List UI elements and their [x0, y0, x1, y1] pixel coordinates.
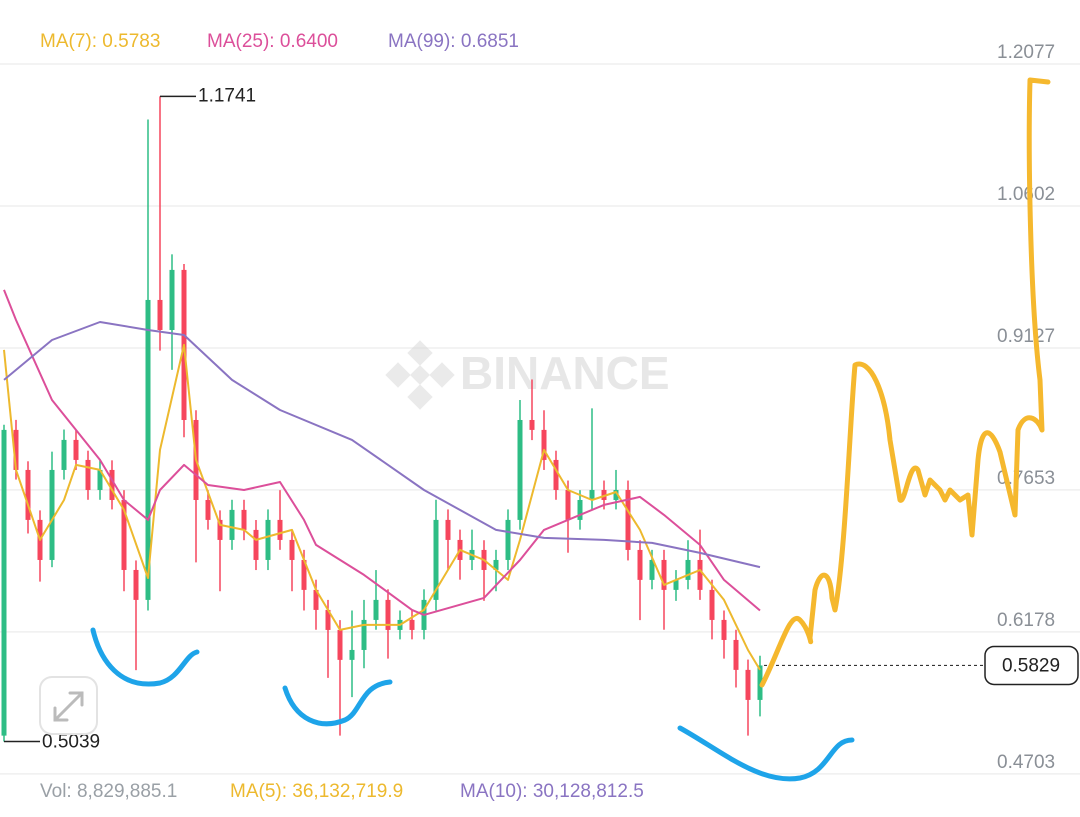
- y-tick-label: 1.0602: [997, 184, 1055, 205]
- candle-body: [109, 469, 115, 500]
- candle-body: [205, 499, 211, 520]
- y-tick-label: 0.4703: [997, 752, 1055, 773]
- candle-body: [745, 669, 751, 700]
- watermark-text: BINANCE: [460, 347, 670, 399]
- candle-body: [49, 469, 55, 560]
- watermark-logo: [385, 340, 455, 410]
- candle-body: [25, 469, 31, 520]
- candle-body: [277, 519, 283, 540]
- candle-body: [565, 489, 571, 520]
- candle-body: [661, 559, 667, 590]
- candle-body: [289, 539, 295, 560]
- candle-body: [145, 299, 151, 600]
- candle-body: [229, 509, 235, 540]
- candle-body: [637, 549, 643, 580]
- candle-body: [517, 419, 523, 520]
- candle-body: [85, 459, 91, 490]
- candle-body: [169, 269, 175, 330]
- candle-body: [97, 469, 103, 490]
- candle-body: [589, 489, 595, 500]
- candle-body: [541, 429, 547, 460]
- candle-body: [529, 419, 535, 430]
- volume-legend: MA(10): 30,128,812.5: [460, 781, 644, 802]
- low-label: 0.5039: [42, 732, 100, 753]
- candle-body: [553, 459, 559, 490]
- candle-body: [301, 559, 307, 590]
- candle-body: [133, 569, 139, 600]
- candle-body: [433, 519, 439, 600]
- candle-body: [13, 429, 19, 470]
- plot: 1.1741 0.5039 0.5829: [1, 85, 1079, 753]
- grid: 1.2077 1.0602 0.9127 0.7653 0.6178 0.4703: [0, 42, 1080, 775]
- candle-body: [325, 609, 331, 630]
- expand-button[interactable]: [39, 676, 98, 735]
- candle-body: [613, 489, 619, 500]
- candle-body: [625, 489, 631, 550]
- legend: MA(7): 0.5783 MA(25): 0.6400 MA(99): 0.685…: [40, 31, 644, 802]
- candle-body: [673, 579, 679, 590]
- volume-legend: MA(5): 36,132,719.9: [230, 781, 403, 802]
- candle-body: [697, 559, 703, 590]
- candle-body: [373, 599, 379, 620]
- candle-body: [349, 649, 355, 660]
- candle-body: [505, 519, 511, 560]
- candle-body: [253, 529, 259, 560]
- candle-body: [493, 559, 499, 570]
- volume-legend: Vol: 8,829,885.1: [40, 781, 177, 802]
- ma-legend: MA(7): 0.5783: [40, 31, 160, 52]
- candle-body: [721, 619, 727, 640]
- hand-drawn-curve: [677, 725, 855, 782]
- candle-body: [649, 559, 655, 580]
- y-tick-label: 0.9127: [997, 326, 1055, 347]
- candle-body: [241, 509, 247, 530]
- candle-body: [61, 439, 67, 470]
- candle-body: [337, 629, 343, 660]
- candle-body: [157, 299, 163, 330]
- candle-body: [409, 619, 415, 630]
- candle-body: [1, 429, 7, 736]
- ma-line: [3, 343, 761, 671]
- last-price-label: 0.5829: [1002, 655, 1060, 676]
- candle-body: [685, 559, 691, 580]
- watermark: BINANCE: [385, 340, 670, 410]
- candle-body: [577, 499, 583, 520]
- ma-line: [3, 289, 761, 616]
- candle-body: [757, 665, 763, 700]
- hand-drawn-curve: [282, 679, 393, 727]
- ma-line: [3, 321, 761, 569]
- y-tick-label: 0.6178: [997, 610, 1055, 631]
- candle-body: [73, 439, 79, 460]
- hand-drawn-projection: [759, 77, 1051, 688]
- hand-drawn-curve: [90, 627, 200, 687]
- high-label: 1.1741: [198, 85, 256, 106]
- last-price-box: [984, 645, 1079, 686]
- y-tick-label: 1.2077: [997, 42, 1055, 63]
- candle-body: [265, 519, 271, 560]
- candle-body: [313, 589, 319, 610]
- candle-body: [217, 519, 223, 540]
- candle-body: [733, 639, 739, 670]
- candle-body: [445, 519, 451, 540]
- ma-legend: MA(25): 0.6400: [207, 31, 338, 52]
- candle-body: [361, 619, 367, 650]
- candle-body: [709, 589, 715, 620]
- candle-body: [121, 499, 127, 570]
- y-tick-label: 0.7653: [997, 468, 1055, 489]
- ma-legend: MA(99): 0.6851: [388, 31, 519, 52]
- candle-body: [385, 599, 391, 630]
